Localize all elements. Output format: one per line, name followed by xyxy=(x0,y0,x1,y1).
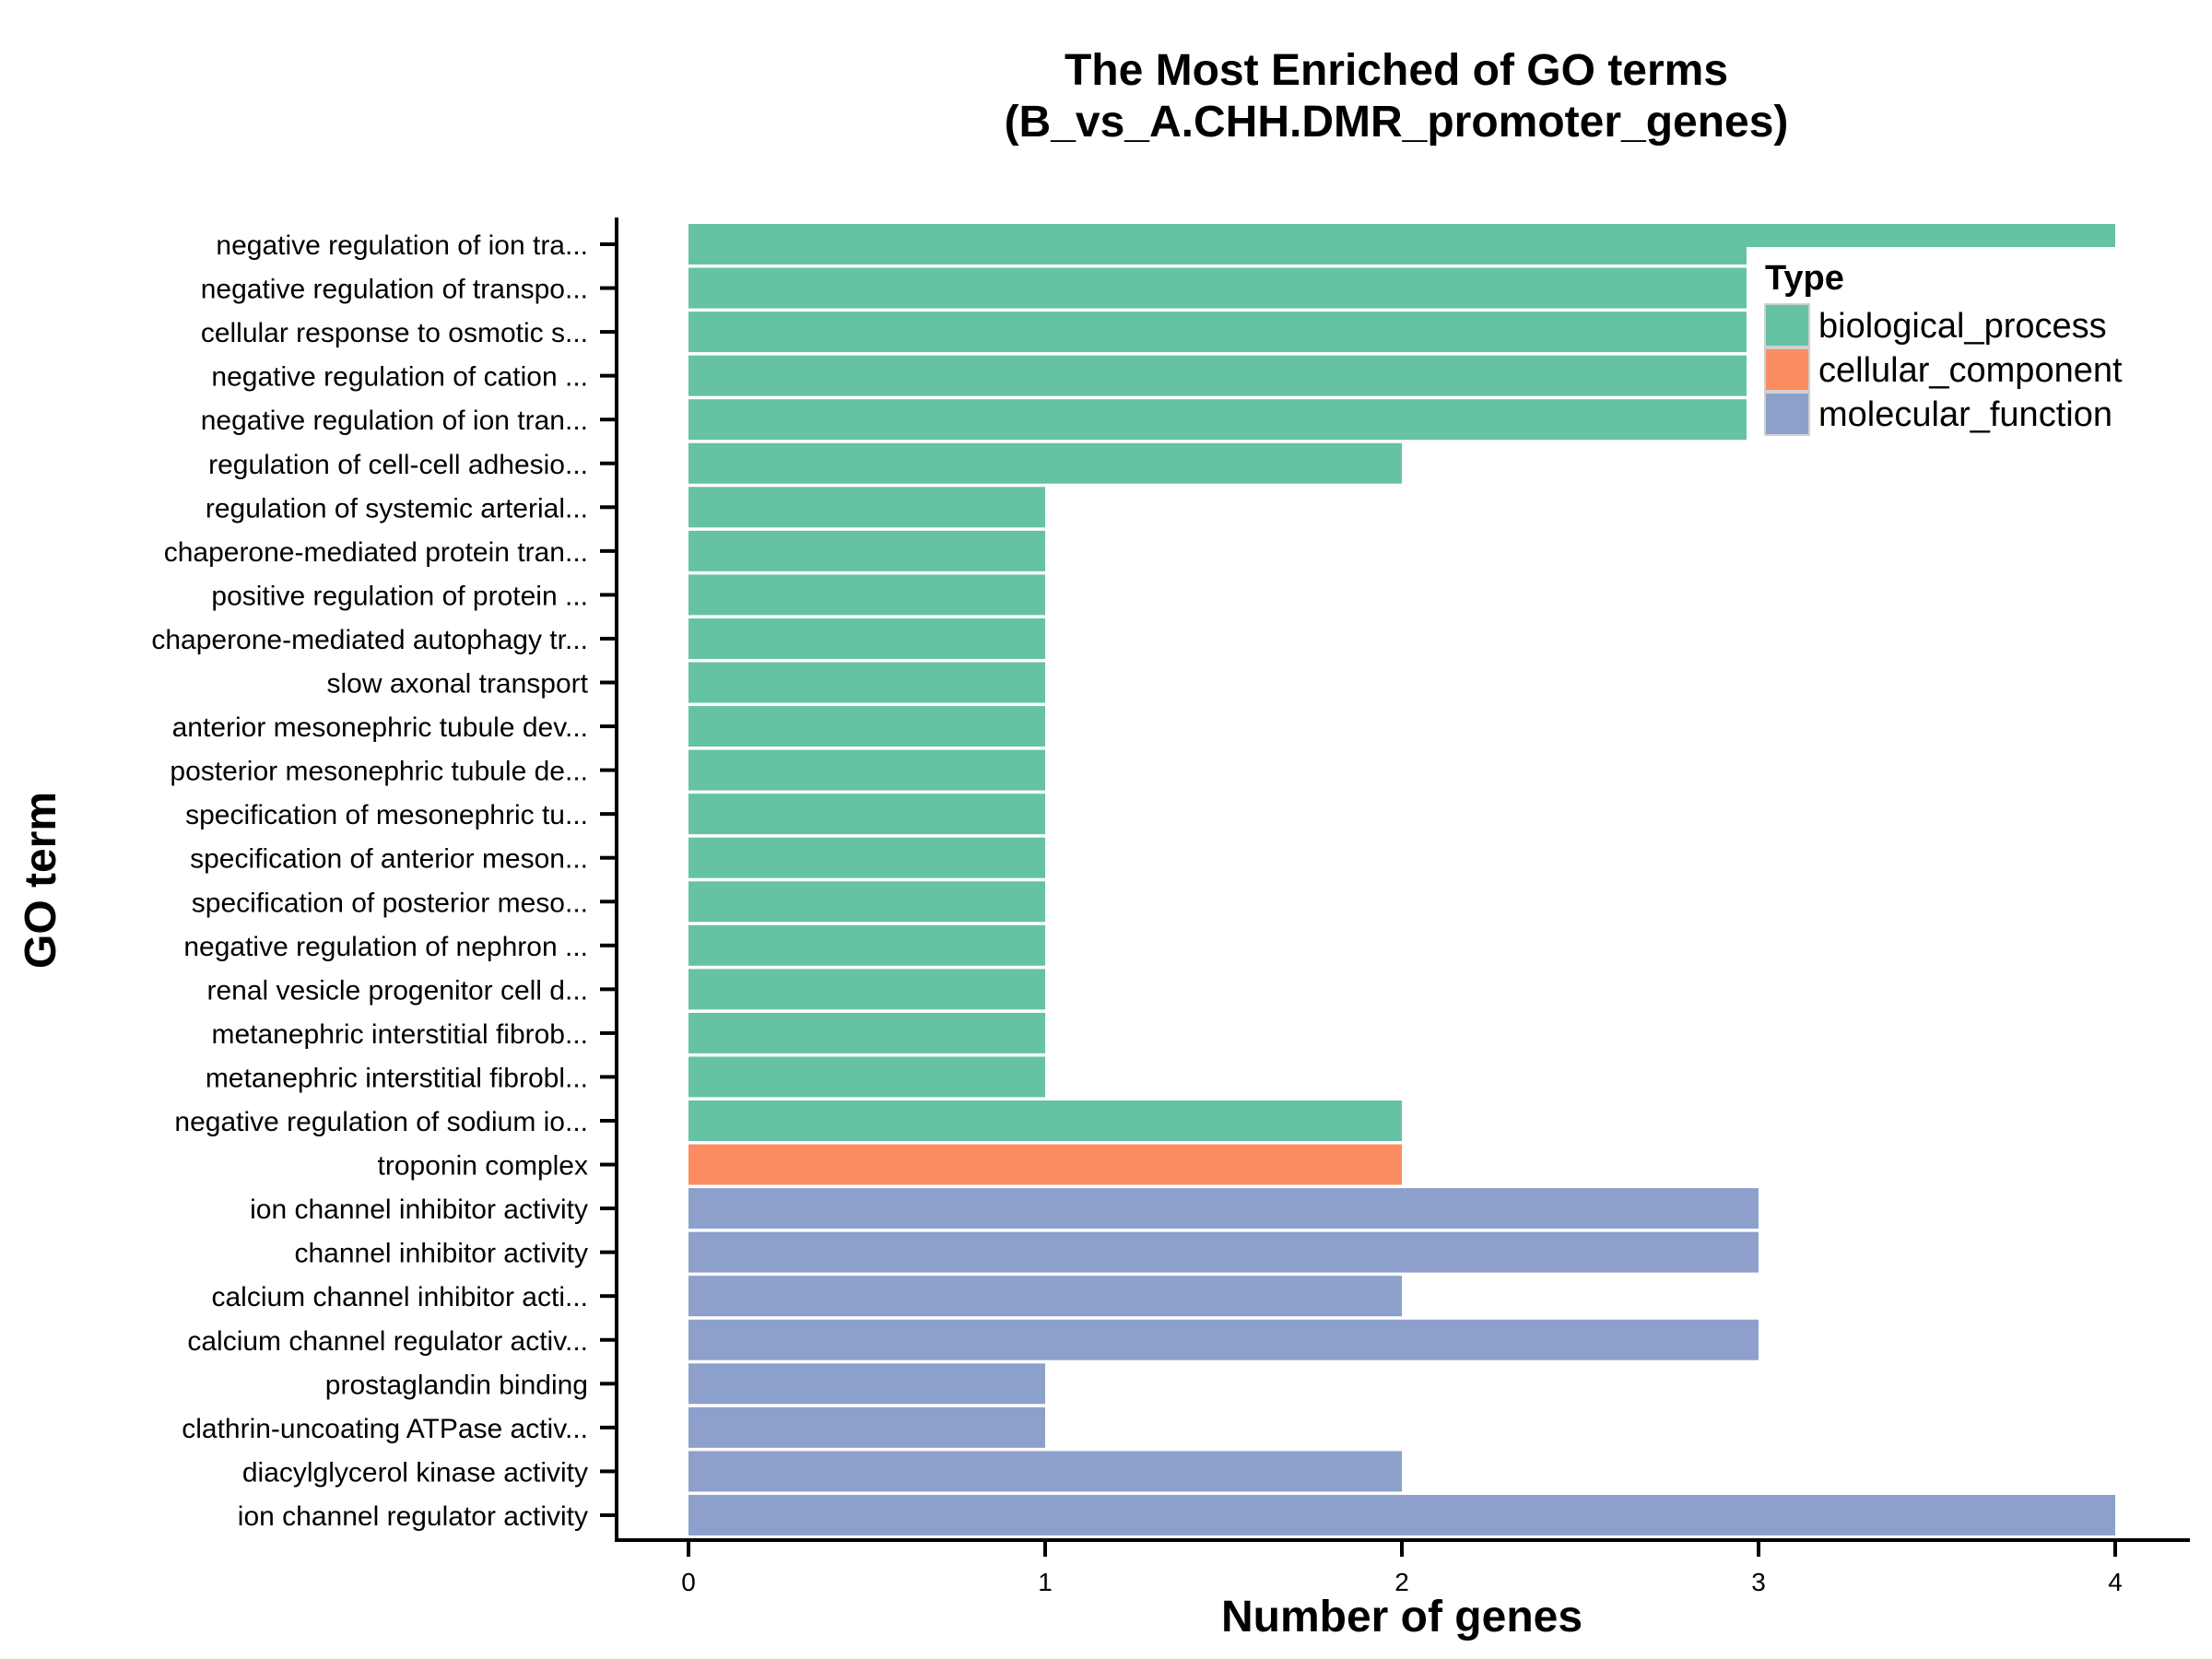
y-tick-label: negative regulation of ion tran... xyxy=(201,406,588,436)
y-tick-label: ion channel inhibitor activity xyxy=(250,1194,588,1225)
bar xyxy=(688,1319,1759,1360)
bar xyxy=(688,706,1045,747)
y-tick-label: negative regulation of nephron ... xyxy=(183,932,588,962)
bar xyxy=(688,618,1045,659)
bar xyxy=(688,1494,2115,1535)
bar xyxy=(688,355,1759,396)
bar xyxy=(688,1056,1045,1098)
bar xyxy=(688,837,1045,878)
bar xyxy=(688,442,1402,484)
y-tick-label: slow axonal transport xyxy=(327,669,589,700)
bar xyxy=(688,924,1045,966)
bar xyxy=(688,749,1045,791)
y-axis-category-labels: negative regulation of ion tra... negativ… xyxy=(151,230,588,1532)
y-tick-label: metanephric interstitial fibrobl... xyxy=(206,1063,588,1093)
bar xyxy=(688,312,1759,353)
legend-swatch xyxy=(1764,347,1810,392)
legend-swatch xyxy=(1764,392,1810,436)
y-tick-label: positive regulation of protein ... xyxy=(211,581,588,611)
bar xyxy=(688,487,1045,528)
legend-background xyxy=(1747,247,2171,452)
y-tick-label: posterior mesonephric tubule de... xyxy=(170,757,588,787)
bars-group xyxy=(688,224,2115,1535)
x-tick-label: 4 xyxy=(2108,1568,2123,1596)
y-tick-label: troponin complex xyxy=(378,1151,588,1182)
bar xyxy=(688,1363,1045,1405)
y-tick-label: chaperone-mediated protein tran... xyxy=(164,537,588,568)
legend: Type biological_process cellular_componen… xyxy=(1747,247,2171,452)
y-tick-label: specification of anterior meson... xyxy=(190,844,588,875)
bar xyxy=(688,574,1045,616)
y-tick-label: negative regulation of transpo... xyxy=(201,275,588,305)
bar xyxy=(688,1406,1045,1448)
bar xyxy=(688,969,1045,1010)
chart-title-line-2: (B_vs_A.CHH.DMR_promoter_genes) xyxy=(1005,98,1789,147)
y-tick-label: chaperone-mediated autophagy tr... xyxy=(151,625,588,655)
legend-swatch xyxy=(1764,303,1810,347)
x-tick-label: 1 xyxy=(1038,1568,1053,1596)
bar xyxy=(688,1100,1402,1141)
y-tick-label: diacylglycerol kinase activity xyxy=(242,1457,588,1488)
bar xyxy=(688,1231,1759,1273)
y-tick-label: negative regulation of cation ... xyxy=(211,362,588,393)
legend-items: biological_process cellular_componentmole… xyxy=(1764,303,2123,436)
bar xyxy=(688,794,1045,835)
y-tick-label: calcium channel inhibitor acti... xyxy=(211,1282,588,1312)
legend-label: cellular_component xyxy=(1818,351,2123,390)
y-tick-label: ion channel regulator activity xyxy=(238,1501,588,1532)
bar xyxy=(688,399,1759,441)
legend-label: molecular_function xyxy=(1818,395,2112,434)
y-tick-label: cellular response to osmotic s... xyxy=(201,318,588,348)
y-tick-label: regulation of systemic arterial... xyxy=(206,493,588,524)
legend-label: biological_process xyxy=(1818,307,2107,346)
x-axis-title: Number of genes xyxy=(1221,1593,1583,1641)
bar xyxy=(688,662,1045,703)
bar xyxy=(688,530,1045,571)
bar xyxy=(688,1188,1759,1230)
bar xyxy=(688,881,1045,923)
y-tick-label: calcium channel regulator activ... xyxy=(187,1326,588,1357)
x-axis-tick-labels: 0 1 2 3 4 xyxy=(681,1568,2123,1596)
bar xyxy=(688,1451,1402,1492)
bar xyxy=(688,1144,1402,1185)
y-tick-label: channel inhibitor activity xyxy=(294,1239,588,1269)
chart-title-line-1: The Most Enriched of GO terms xyxy=(1065,46,1728,95)
legend-title: Type xyxy=(1765,259,1844,298)
bar xyxy=(688,1012,1045,1053)
y-tick-label: specification of mesonephric tu... xyxy=(185,800,588,830)
y-tick-label: negative regulation of sodium io... xyxy=(174,1107,588,1137)
x-tick-label: 2 xyxy=(1394,1568,1409,1596)
y-tick-label: renal vesicle progenitor cell d... xyxy=(206,975,588,1006)
y-tick-label: metanephric interstitial fibrob... xyxy=(211,1019,588,1050)
x-tick-label: 3 xyxy=(1751,1568,1766,1596)
y-tick-label: clathrin-uncoating ATPase activ... xyxy=(182,1414,588,1444)
y-tick-label: prostaglandin binding xyxy=(325,1370,588,1400)
y-axis-ticks xyxy=(600,242,615,1517)
y-tick-label: negative regulation of ion tra... xyxy=(216,230,588,261)
y-tick-label: specification of posterior meso... xyxy=(192,888,588,918)
y-tick-label: anterior mesonephric tubule dev... xyxy=(172,712,588,743)
y-axis-title: GO term xyxy=(17,792,65,969)
y-tick-label: regulation of cell-cell adhesio... xyxy=(208,450,588,480)
bar xyxy=(688,1276,1402,1317)
x-tick-label: 0 xyxy=(681,1568,696,1596)
x-axis-ticks xyxy=(687,1542,2117,1557)
bar xyxy=(688,267,1759,309)
